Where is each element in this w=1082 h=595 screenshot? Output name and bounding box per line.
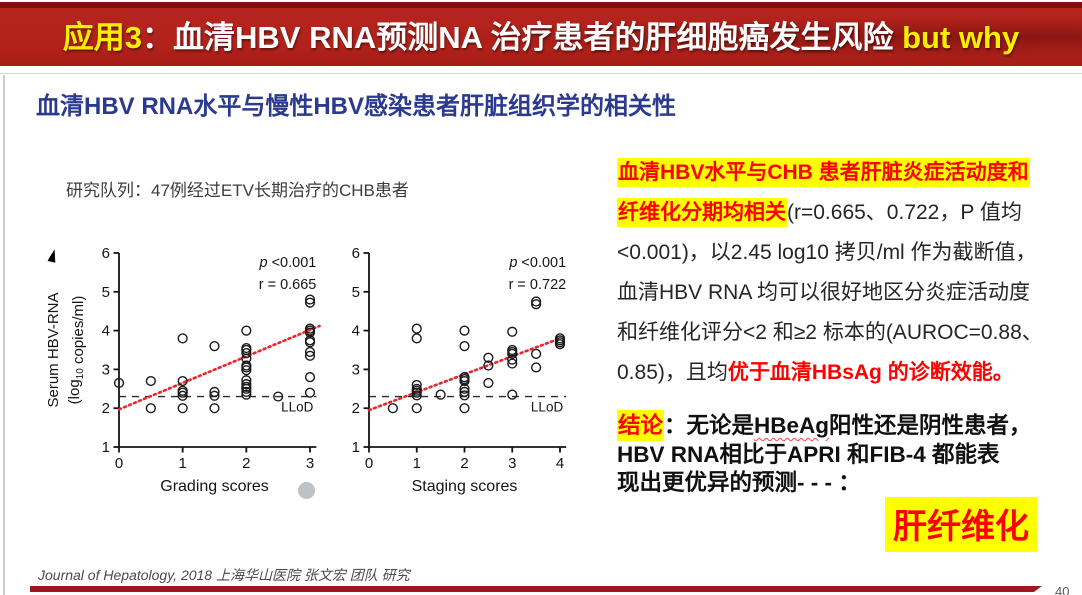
svg-text:5: 5 bbox=[352, 284, 360, 301]
svg-text:6: 6 bbox=[102, 245, 110, 262]
svg-text:LLoD: LLoD bbox=[531, 400, 564, 415]
slide-title: 应用3：血清HBV RNA预测NA 治疗患者的肝细胞癌发生风险 but why bbox=[0, 12, 1082, 57]
svg-text:2: 2 bbox=[352, 400, 360, 417]
slide-title-suffix: but why bbox=[893, 20, 1020, 55]
svg-text:3: 3 bbox=[508, 455, 516, 472]
svg-text:(log10 copies/ml): (log10 copies/ml) bbox=[66, 296, 87, 405]
svg-text:p <0.001: p <0.001 bbox=[508, 255, 566, 271]
header-top-strip bbox=[0, 2, 1082, 8]
gray-dot-decoration bbox=[298, 482, 315, 499]
section-subtitle: 血清HBV RNA水平与慢性HBV感染患者肝脏组织学的相关性 bbox=[36, 93, 677, 120]
header-banner: 应用3：血清HBV RNA预测NA 治疗患者的肝细胞癌发生风险 but why bbox=[0, 2, 1082, 66]
svg-text:0: 0 bbox=[365, 455, 373, 472]
svg-text:3: 3 bbox=[306, 455, 314, 472]
svg-text:4: 4 bbox=[102, 323, 110, 340]
svg-text:r = 0.665: r = 0.665 bbox=[259, 277, 317, 293]
bottom-red-bar bbox=[30, 586, 1042, 592]
staging-scatter-chart: 1 2 3 4 5 6 0 1 2 3 4 Staging scores LLoD p <0.001 r =… bbox=[340, 232, 630, 500]
text-segment: 阳性还是阴性患者， HBV RNA相比于APRI 和FIB-4 都能表 现出更优… bbox=[617, 413, 1032, 495]
citation-footer: Journal of Hepatology, 2018 上海华山医院 张文宏 团… bbox=[38, 567, 410, 583]
big-term-wrap: 肝纤维化 bbox=[617, 497, 1037, 552]
svg-text:1: 1 bbox=[178, 455, 186, 472]
text-segment: 优于血清HBsAg 的诊断效能。 bbox=[727, 361, 1014, 384]
svg-text:3: 3 bbox=[102, 361, 110, 378]
svg-text:1: 1 bbox=[102, 439, 110, 456]
svg-text:2: 2 bbox=[460, 455, 468, 472]
svg-text:Serum HBV-RNA: Serum HBV-RNA bbox=[45, 292, 62, 407]
svg-text:p <0.001: p <0.001 bbox=[258, 255, 316, 271]
text-segment: HBeAg bbox=[754, 413, 830, 438]
svg-text:1: 1 bbox=[413, 455, 421, 472]
svg-text:1: 1 bbox=[352, 439, 360, 456]
liver-fibrosis-highlight: 肝纤维化 bbox=[885, 497, 1037, 552]
header-divider-line bbox=[0, 73, 1082, 74]
svg-text:LLoD: LLoD bbox=[281, 400, 314, 415]
svg-text:2: 2 bbox=[102, 400, 110, 417]
svg-text:Staging scores: Staging scores bbox=[412, 478, 518, 495]
cohort-note: 研究队列：47例经过ETV长期治疗的CHB患者 bbox=[66, 181, 409, 200]
svg-text:0: 0 bbox=[115, 455, 123, 472]
findings-paragraph: 血清HBV水平与CHB 患者肝脏炎症活动度和 纤维化分期均相关(r=0.665、… bbox=[617, 153, 1077, 393]
svg-text:4: 4 bbox=[556, 455, 564, 472]
slide-title-app-label: 应用3 bbox=[62, 20, 143, 55]
page-number: 40 bbox=[1055, 584, 1070, 595]
svg-text:5: 5 bbox=[102, 284, 110, 301]
grading-scatter-chart: 1 2 3 4 5 6 0 1 2 3 Grading scores Serum HBV-RNA (lo… bbox=[33, 232, 345, 500]
svg-text:Grading scores: Grading scores bbox=[160, 478, 269, 495]
svg-text:4: 4 bbox=[352, 323, 360, 340]
text-segment: 结论 bbox=[617, 410, 665, 441]
text-segment: ：无论是 bbox=[664, 413, 755, 438]
slide-title-main: ：血清HBV RNA预测NA 治疗患者的肝细胞癌发生风险 bbox=[142, 20, 894, 55]
svg-text:r = 0.722: r = 0.722 bbox=[509, 277, 567, 293]
text-segment: (r=0.665、0.722，P 值均 <0.001)，以2.45 log10 … bbox=[617, 201, 1043, 384]
conclusion-paragraph: 结论：无论是HBeAg阳性还是阴性患者， HBV RNA相比于APRI 和FIB… bbox=[617, 410, 1079, 498]
svg-text:6: 6 bbox=[352, 245, 360, 262]
svg-text:2: 2 bbox=[242, 455, 250, 472]
svg-text:3: 3 bbox=[352, 361, 360, 378]
left-edge-line bbox=[3, 75, 5, 595]
